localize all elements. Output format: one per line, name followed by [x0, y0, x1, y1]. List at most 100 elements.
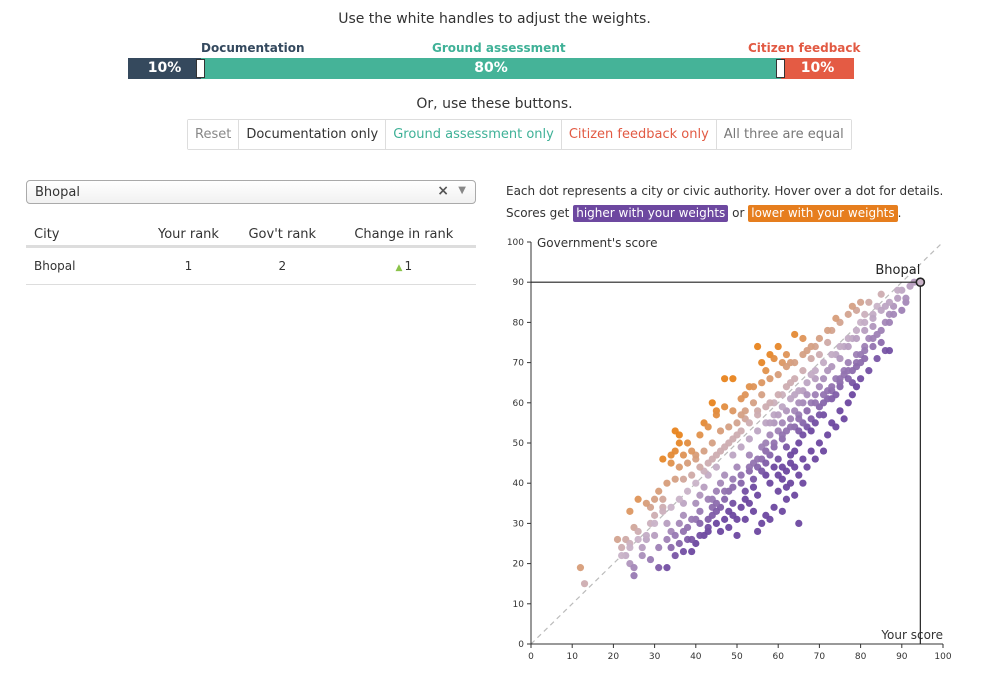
- city-dot[interactable]: [749, 507, 758, 515]
- city-dot[interactable]: [889, 310, 898, 318]
- city-dot[interactable]: [836, 407, 844, 415]
- city-dot[interactable]: [869, 322, 877, 331]
- city-dot[interactable]: [651, 511, 659, 519]
- city-dot[interactable]: [885, 298, 894, 306]
- city-dot[interactable]: [832, 391, 840, 399]
- city-dot[interactable]: [857, 375, 865, 383]
- city-dot[interactable]: [733, 419, 741, 427]
- city-dot[interactable]: [795, 439, 803, 447]
- city-dot[interactable]: [861, 354, 869, 363]
- city-dot[interactable]: [754, 427, 762, 435]
- city-dot[interactable]: [741, 391, 749, 399]
- city-dot[interactable]: [651, 531, 659, 540]
- city-dot[interactable]: [786, 423, 795, 431]
- city-dot[interactable]: [688, 535, 696, 544]
- city-dot[interactable]: [766, 479, 774, 487]
- city-dot[interactable]: [725, 423, 733, 431]
- city-dot[interactable]: [861, 346, 869, 355]
- city-dot[interactable]: [786, 415, 795, 423]
- city-dot[interactable]: [840, 415, 848, 423]
- city-dot[interactable]: [803, 407, 811, 415]
- city-dot[interactable]: [869, 342, 877, 351]
- city-dot[interactable]: [811, 367, 819, 375]
- city-dot[interactable]: [737, 471, 745, 479]
- city-dot[interactable]: [708, 399, 716, 407]
- city-dot[interactable]: [770, 463, 778, 471]
- city-dot[interactable]: [791, 447, 799, 455]
- city-dot[interactable]: [638, 551, 646, 560]
- city-dot[interactable]: [651, 495, 659, 503]
- city-dot[interactable]: [671, 475, 679, 483]
- city-dot[interactable]: [745, 435, 753, 443]
- city-dot[interactable]: [729, 435, 737, 443]
- city-dot[interactable]: [712, 411, 720, 419]
- city-dot[interactable]: [758, 391, 766, 399]
- city-dot[interactable]: [667, 459, 675, 467]
- city-dot[interactable]: [754, 455, 762, 463]
- city-dot[interactable]: [861, 318, 869, 326]
- city-dot[interactable]: [848, 391, 856, 399]
- city-dot[interactable]: [754, 491, 762, 499]
- city-dot[interactable]: [762, 459, 770, 467]
- city-dot[interactable]: [865, 298, 873, 306]
- city-dot[interactable]: [782, 495, 791, 503]
- city-dot[interactable]: [712, 507, 720, 515]
- city-dot[interactable]: [663, 564, 671, 572]
- city-dot[interactable]: [638, 543, 646, 552]
- city-dot[interactable]: [721, 403, 729, 411]
- city-dot[interactable]: [799, 350, 807, 359]
- city-dot[interactable]: [828, 383, 836, 391]
- city-dot[interactable]: [716, 479, 725, 487]
- city-dot[interactable]: [613, 535, 622, 544]
- city-dot[interactable]: [721, 487, 729, 495]
- city-dot[interactable]: [712, 463, 720, 471]
- city-dot[interactable]: [683, 439, 692, 447]
- city-dot[interactable]: [815, 439, 823, 447]
- city-dot[interactable]: [704, 523, 712, 532]
- city-dot[interactable]: [803, 379, 811, 387]
- documentation-only-button[interactable]: Documentation only: [239, 120, 387, 149]
- city-dot[interactable]: [696, 463, 704, 471]
- city-dot[interactable]: [646, 555, 655, 564]
- city-dot[interactable]: [795, 471, 803, 479]
- city-dot[interactable]: [725, 523, 733, 532]
- city-dot[interactable]: [844, 310, 852, 318]
- city-dot[interactable]: [733, 531, 741, 540]
- city-dot[interactable]: [754, 411, 762, 419]
- city-dot[interactable]: [675, 439, 683, 447]
- city-dot[interactable]: [712, 499, 720, 507]
- city-dot[interactable]: [618, 551, 626, 560]
- city-dot[interactable]: [737, 443, 745, 451]
- city-dot[interactable]: [630, 564, 638, 572]
- city-dot[interactable]: [877, 338, 885, 347]
- city-dot[interactable]: [824, 431, 832, 439]
- city-dot[interactable]: [815, 350, 823, 359]
- city-dot[interactable]: [704, 515, 712, 523]
- city-dot[interactable]: [811, 455, 819, 463]
- city-dot[interactable]: [733, 463, 741, 471]
- city-dot[interactable]: [688, 547, 696, 556]
- city-dot[interactable]: [679, 511, 688, 519]
- city-dot[interactable]: [683, 459, 692, 467]
- city-dot[interactable]: [745, 451, 753, 459]
- city-dot[interactable]: [799, 367, 807, 375]
- city-dot[interactable]: [704, 459, 712, 467]
- city-dot[interactable]: [791, 491, 799, 499]
- city-dot[interactable]: [828, 350, 836, 359]
- city-dot[interactable]: [696, 431, 704, 439]
- city-dot[interactable]: [782, 483, 791, 491]
- city-dot[interactable]: [634, 495, 642, 503]
- city-dot[interactable]: [729, 483, 737, 491]
- city-dot[interactable]: [791, 375, 799, 383]
- city-dot[interactable]: [716, 427, 725, 435]
- city-dot[interactable]: [786, 395, 795, 403]
- city-dot[interactable]: [778, 431, 786, 439]
- city-dot[interactable]: [688, 447, 696, 455]
- city-dot[interactable]: [692, 499, 700, 507]
- city-dot[interactable]: [894, 294, 902, 302]
- city-dot[interactable]: [836, 354, 844, 363]
- city-dot[interactable]: [754, 342, 762, 351]
- city-dot[interactable]: [795, 415, 803, 423]
- city-dot[interactable]: [902, 294, 910, 302]
- city-dot[interactable]: [782, 467, 791, 475]
